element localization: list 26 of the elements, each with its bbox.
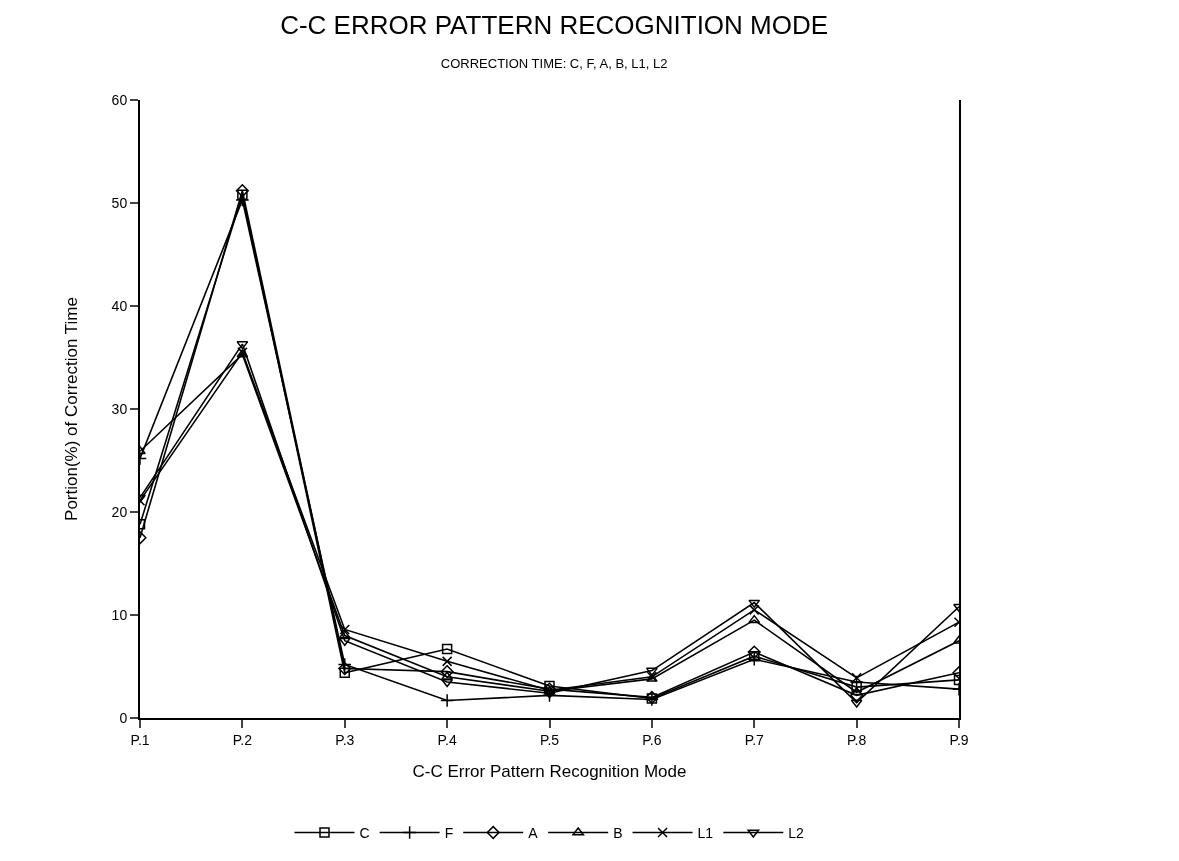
chart-subtitle: CORRECTION TIME: C, F, A, B, L1, L2 <box>440 56 668 72</box>
x-tick-label: P.3 <box>335 731 355 748</box>
legend-label: F <box>444 824 454 841</box>
y-tick-label: 0 <box>119 709 128 726</box>
legend-label: C <box>359 824 370 841</box>
y-tick-label: 30 <box>111 400 128 417</box>
y-tick-label: 50 <box>111 194 128 211</box>
legend-label: L1 <box>697 824 714 841</box>
x-tick-label: P.5 <box>539 731 560 748</box>
legend-label: L2 <box>788 824 805 841</box>
y-tick-label: 10 <box>111 606 128 623</box>
x-tick-label: P.2 <box>232 731 253 748</box>
x-tick-label: P.8 <box>847 731 867 748</box>
y-tick-label: 20 <box>111 503 128 520</box>
x-tick-label: P.9 <box>949 731 969 748</box>
x-tick-label: P.7 <box>744 731 765 748</box>
y-tick-label: 60 <box>111 91 128 108</box>
x-tick-label: P.4 <box>437 731 457 748</box>
legend-label: A <box>528 824 539 841</box>
x-tick-label: P.6 <box>642 731 662 748</box>
y-tick-label: 40 <box>111 297 128 314</box>
x-axis-title: C-C Error Pattern Recognition Mode <box>412 761 687 781</box>
legend-label: B <box>613 824 623 841</box>
y-axis-title: Portion(%) of Correction Time <box>61 297 81 521</box>
x-tick-label: P.1 <box>130 731 150 748</box>
chart-title: C-C ERROR PATTERN RECOGNITION MODE <box>280 10 829 41</box>
